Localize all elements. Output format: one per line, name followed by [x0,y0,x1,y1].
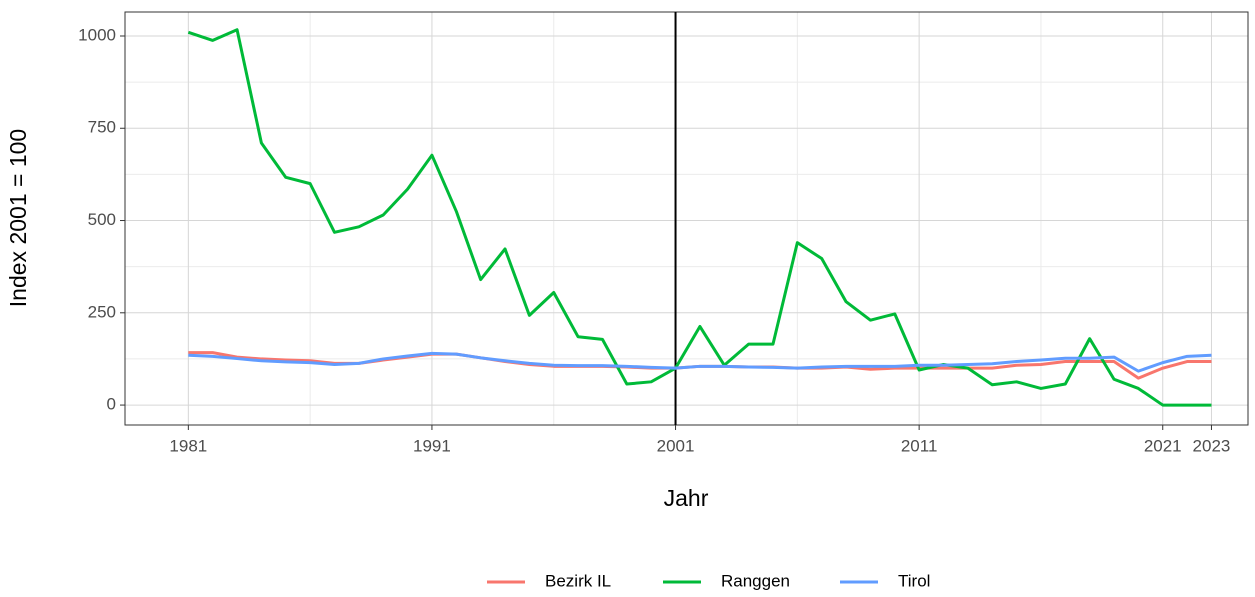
x-tick-label: 1991 [413,436,451,455]
legend-label: Ranggen [721,571,790,590]
x-tick-label: 2021 [1144,436,1182,455]
x-tick-label: 1981 [169,436,207,455]
line-series [187,28,1212,407]
legend-label: Tirol [898,571,930,590]
y-tick-label: 750 [88,118,116,137]
x-tick-label: 2011 [901,436,938,455]
y-tick-label: 250 [88,302,116,321]
x-tick-label: 2001 [657,436,695,455]
y-axis-title: Index 2001 = 100 [5,129,31,307]
x-axis-title: Jahr [664,485,709,511]
y-tick-label: 1000 [78,25,116,44]
line-series [188,351,1212,373]
y-tick-label: 0 [107,395,116,414]
y-tick-label: 500 [88,210,116,229]
legend-label: Bezirk IL [545,571,611,590]
panel-border [124,11,1249,426]
x-tick-label: 2023 [1193,436,1231,455]
